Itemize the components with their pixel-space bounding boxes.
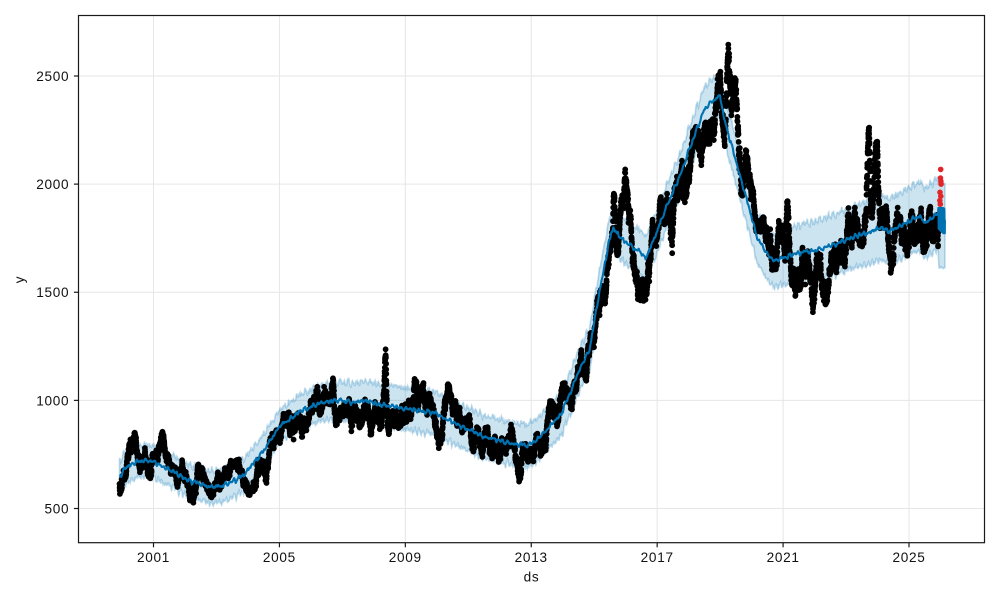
svg-text:ds: ds bbox=[524, 569, 540, 584]
svg-text:y: y bbox=[12, 276, 27, 284]
svg-text:2500: 2500 bbox=[36, 69, 69, 84]
svg-text:2009: 2009 bbox=[389, 550, 422, 565]
svg-text:1000: 1000 bbox=[36, 393, 69, 408]
svg-text:2017: 2017 bbox=[641, 550, 674, 565]
svg-text:2025: 2025 bbox=[892, 550, 925, 565]
svg-text:2000: 2000 bbox=[36, 177, 69, 192]
svg-text:2021: 2021 bbox=[767, 550, 800, 565]
svg-text:1500: 1500 bbox=[36, 285, 69, 300]
svg-text:2001: 2001 bbox=[137, 550, 170, 565]
svg-text:500: 500 bbox=[45, 501, 70, 516]
svg-text:2005: 2005 bbox=[263, 550, 296, 565]
svg-text:2013: 2013 bbox=[515, 550, 548, 565]
